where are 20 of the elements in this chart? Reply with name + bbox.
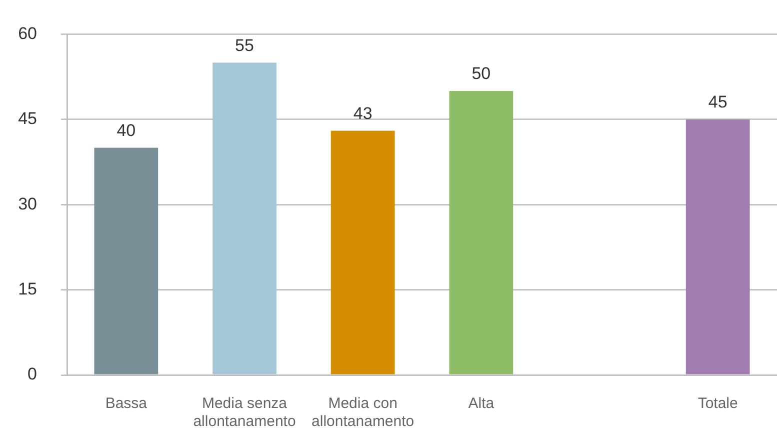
x-tick-label: Bassa: [105, 395, 148, 412]
data-label: 50: [472, 64, 491, 84]
data-label: 45: [708, 92, 728, 112]
x-tick-label: Alta: [468, 395, 495, 412]
bar: [94, 148, 158, 374]
y-tick-label: 15: [18, 279, 37, 298]
data-label: 40: [116, 120, 136, 140]
y-tick-label: 0: [28, 364, 37, 384]
bar: [686, 119, 750, 374]
y-tick-label: 45: [18, 109, 37, 128]
y-tick-label: 60: [18, 24, 37, 43]
x-tick-label: Media con allontanamento: [312, 395, 414, 430]
data-label: 55: [235, 36, 254, 55]
data-label: 43: [353, 104, 372, 123]
x-tick-label: Totale: [698, 395, 738, 412]
bar: [212, 62, 276, 374]
bar: [449, 91, 514, 374]
bar: [330, 130, 395, 374]
y-tick-label: 30: [18, 194, 37, 214]
x-tick-label: Media senza allontanamento: [193, 395, 296, 430]
